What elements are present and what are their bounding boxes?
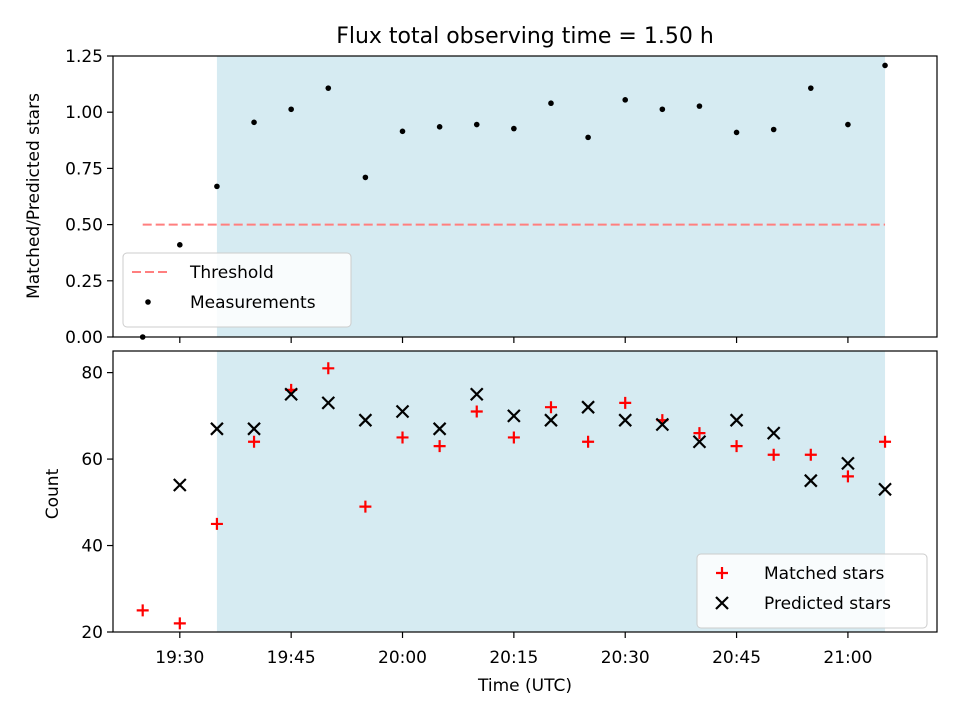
x-tick-label: 19:45 [267, 648, 316, 668]
measurements-point [362, 174, 369, 181]
matched-stars-marker [210, 517, 223, 530]
matched-stars-marker [804, 448, 817, 461]
predicted-stars-marker [729, 413, 744, 427]
top-y-tick-label: 0.25 [65, 272, 103, 292]
predicted-stars-marker [544, 413, 558, 427]
measurements-point [808, 85, 814, 91]
matched-stars-marker [173, 617, 186, 630]
matched-stars-marker [507, 431, 520, 444]
bottom-panel: 20 40 60 80 19:30 19:45 20:00 20:15 20:30 20:45 21… [81, 350, 938, 668]
matched-stars-marker [248, 435, 261, 448]
predicted-stars-marker [247, 422, 261, 436]
matched-stars-marker [433, 440, 446, 453]
x-tick-label: 21:00 [823, 648, 872, 668]
measurements-point [177, 242, 183, 248]
predicted-stars-marker [284, 387, 298, 402]
bottom-legend [696, 553, 928, 629]
predicted-stars-marker [507, 409, 521, 423]
x-tick-label: 20:00 [378, 648, 427, 668]
legend-label: Predicted stars [764, 594, 891, 614]
matched-stars-marker [879, 435, 892, 448]
measurements-point [696, 103, 703, 109]
legend-matched-swatch [716, 567, 728, 579]
bottom-y-tick-label: 60 [81, 450, 103, 470]
measurements-point [733, 129, 740, 136]
predicted-stars-marker [692, 435, 707, 449]
matched-stars-marker [396, 431, 409, 444]
measurements-point [770, 126, 777, 133]
top-y-tick-label: 0.75 [65, 159, 103, 179]
legend-predicted-swatch [715, 596, 729, 610]
predicted-stars-marker [432, 422, 447, 436]
matched-stars-marker [322, 362, 335, 375]
legend-label: Threshold [189, 263, 274, 283]
matched-stars-marker [470, 405, 483, 418]
predicted-stars-marker [841, 456, 855, 471]
x-tick-label: 20:15 [489, 648, 538, 668]
predicted-stars-marker [655, 417, 670, 432]
predicted-stars-marker [618, 413, 632, 427]
measurements-point [622, 97, 629, 103]
matched-stars-marker [730, 440, 743, 453]
predicted-stars-marker [173, 478, 187, 492]
top-y-axis-label: Matched/Predicted stars [24, 93, 44, 299]
predicted-stars-marker [804, 473, 818, 488]
matched-stars-marker [359, 500, 372, 513]
x-axis-label: Time (UTC) [477, 676, 572, 696]
top-y-tick-label: 1.25 [65, 47, 103, 67]
top-legend [122, 252, 352, 328]
legend-label: Matched stars [764, 564, 884, 584]
top-axes-frame [112, 55, 938, 338]
matched-stars-marker [544, 401, 557, 414]
x-tick-label: 19:30 [155, 648, 204, 668]
bottom-axes-frame [112, 350, 938, 633]
bottom-y-tick-label: 20 [81, 623, 103, 643]
x-tick-label: 20:30 [601, 648, 650, 668]
measurements-point [399, 128, 406, 135]
chart-title: Flux total observing time = 1.50 h [336, 24, 714, 49]
measurements-point [214, 183, 220, 190]
measurements-point [251, 119, 257, 126]
measurements-point [548, 100, 554, 107]
measurements-point [511, 125, 517, 132]
matched-stars-marker [582, 435, 595, 448]
measurements-point [325, 85, 332, 91]
bottom-y-tick-label: 80 [81, 364, 103, 384]
predicted-stars-marker [395, 404, 410, 419]
x-tick-label: 20:45 [712, 648, 761, 668]
top-y-tick-label: 0.00 [65, 328, 103, 348]
legend-label: Measurements [190, 293, 316, 313]
bottom-y-axis-label: Count [43, 468, 63, 519]
matched-stars-marker [136, 604, 149, 617]
top-y-tick-label: 0.50 [65, 216, 103, 236]
measurements-point [659, 106, 666, 113]
matched-stars-marker [619, 396, 632, 409]
predicted-stars-marker [210, 422, 224, 436]
predicted-stars-marker [469, 387, 484, 402]
top-panel: 0.00 0.25 0.50 0.75 1.00 1.25 Threshold Measure… [65, 47, 938, 348]
bottom-y-tick-label: 40 [81, 537, 103, 557]
measurements-point [882, 62, 888, 69]
predicted-stars-marker [766, 426, 781, 440]
measurements-point [585, 134, 591, 141]
measurements-point [845, 121, 851, 128]
top-y-tick-label: 1.00 [65, 103, 103, 123]
legend-measurements-swatch [145, 299, 151, 305]
matched-stars-marker [693, 427, 706, 440]
measurements-point [288, 106, 294, 113]
matched-stars-marker [841, 470, 854, 483]
predicted-stars-marker [358, 413, 373, 427]
matched-stars-marker [767, 448, 780, 461]
measurements-point [473, 121, 480, 128]
predicted-stars-marker [321, 396, 336, 410]
predicted-stars-marker [878, 482, 892, 497]
predicted-stars-marker [581, 400, 595, 414]
measurements-point [436, 124, 443, 130]
